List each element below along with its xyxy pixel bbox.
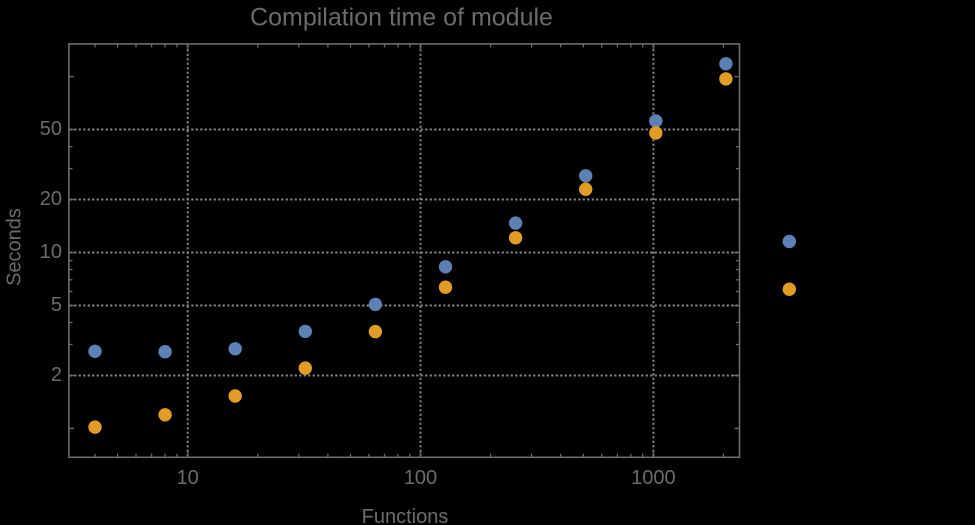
svg-text:1000: 1000 — [631, 467, 676, 489]
svg-text:Functions: Functions — [362, 506, 449, 525]
svg-text:2: 2 — [51, 364, 62, 386]
svg-text:5: 5 — [51, 294, 62, 316]
svg-text:100: 100 — [404, 467, 437, 489]
svg-text:10: 10 — [177, 467, 199, 489]
svg-text:10: 10 — [40, 241, 62, 263]
svg-text:Compilation time of module: Compilation time of module — [250, 3, 553, 31]
svg-text:Seconds: Seconds — [4, 208, 26, 286]
svg-text:50: 50 — [40, 118, 62, 140]
svg-text:20: 20 — [40, 188, 62, 210]
